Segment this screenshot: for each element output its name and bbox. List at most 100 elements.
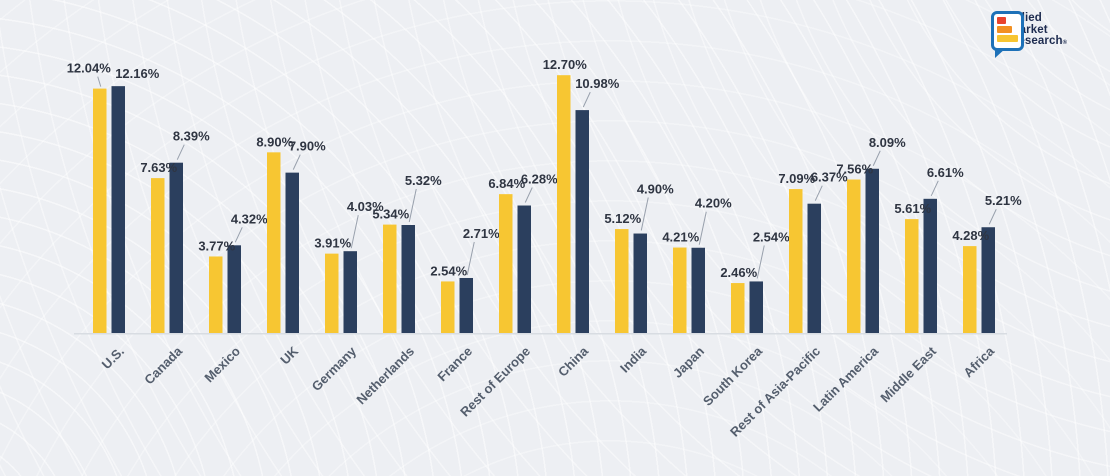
amr-logo: Allied Market Research® (991, 11, 1068, 58)
leader-line-middle-east-2 (930, 180, 939, 197)
value-label-series1-south-korea: 2.46% (720, 265, 757, 280)
bar-series1-u-s- (93, 88, 107, 333)
value-label-series2-south-korea: 2.54% (753, 229, 790, 244)
bar-series1-africa (963, 246, 977, 333)
logo-bar-red (997, 17, 1006, 24)
bar-series2-india (633, 233, 647, 333)
amr-logo-text: Allied Market Research® (1010, 12, 1068, 50)
leader-line-rest-of-europe-2 (524, 187, 533, 203)
category-label-u-s-: U.S. (99, 344, 127, 372)
value-label-series1-china: 12.70% (543, 57, 588, 72)
registered-mark: ® (1062, 40, 1068, 46)
value-label-series1-canada: 7.63% (140, 160, 177, 175)
leader-line-germany-2 (350, 215, 359, 249)
bar-series2-south-korea (749, 281, 763, 333)
category-label-china: China (555, 343, 592, 380)
logo-bar-yellow (997, 35, 1018, 42)
category-label-mexico: Mexico (201, 343, 243, 385)
amr-logo-speech-bubble-icon (991, 11, 1024, 58)
leader-line-france-2 (466, 241, 475, 276)
value-label-series2-india: 4.90% (637, 182, 674, 197)
logo-line-2: Market (1010, 23, 1048, 36)
value-label-series2-china: 10.98% (575, 76, 620, 91)
bar-series1-rest-of-europe (499, 194, 513, 333)
category-label-india: India (617, 343, 650, 376)
bar-series1-latin-america (847, 179, 861, 333)
bar-series2-canada (169, 162, 183, 333)
value-label-series2-france: 2.71% (463, 226, 500, 241)
bar-series1-mexico (209, 256, 223, 333)
category-label-canada: Canada (141, 343, 185, 387)
bar-series1-uk (267, 152, 281, 333)
bar-series2-netherlands (401, 225, 415, 333)
category-label-netherlands: Netherlands (353, 344, 417, 408)
bar-series1-china (557, 75, 571, 333)
bar-series2-china (575, 110, 589, 333)
value-label-series1-india: 5.12% (604, 211, 641, 226)
leader-line-mexico-2 (234, 227, 243, 243)
bar-series2-latin-america (865, 168, 879, 333)
value-label-series2-uk: 7.90% (289, 139, 326, 154)
value-label-series1-france: 2.54% (430, 263, 467, 278)
logo-bubble-tail (995, 48, 1006, 58)
value-label-series2-japan: 4.20% (695, 196, 732, 211)
leader-line-netherlands-2 (408, 188, 417, 223)
bar-series1-rest-of-asia-pacific (789, 189, 803, 333)
bar-series1-netherlands (383, 224, 397, 333)
leader-line-latin-america-2 (872, 150, 881, 166)
leader-line-japan-2 (698, 211, 707, 245)
value-label-series1-africa: 4.28% (952, 228, 989, 243)
value-label-series1-middle-east: 5.61% (894, 201, 931, 216)
value-label-series1-uk: 8.90% (256, 134, 293, 149)
bar-series2-rest-of-asia-pacific (807, 203, 821, 333)
bar-series1-india (615, 229, 629, 333)
bar-series2-rest-of-europe (517, 205, 531, 333)
value-label-series2-africa: 5.21% (985, 193, 1022, 208)
value-label-series1-germany: 3.91% (314, 236, 351, 251)
leader-line-south-korea-2 (756, 245, 765, 279)
bar-series1-japan (673, 247, 687, 333)
leader-line-china-2 (582, 91, 591, 108)
bar-series2-africa (981, 227, 995, 333)
leader-line-u-s--1 (97, 76, 102, 87)
value-label-series1-latin-america: 7.56% (836, 162, 873, 177)
logo-line-3: Research® (1010, 35, 1068, 47)
bar-series2-japan (691, 247, 705, 333)
category-label-france: France (434, 344, 475, 385)
bar-series2-france (459, 277, 473, 333)
value-label-series2-germany: 4.03% (347, 199, 384, 214)
category-label-africa: Africa (960, 343, 997, 380)
bar-series1-south-korea (731, 283, 745, 333)
value-label-series1-mexico: 3.77% (198, 238, 235, 253)
value-label-series2-latin-america: 8.09% (869, 135, 906, 150)
value-label-series2-netherlands: 5.32% (405, 173, 442, 188)
value-label-series2-rest-of-asia-pacific: 6.37% (811, 170, 848, 185)
bar-series2-middle-east (923, 198, 937, 333)
value-label-series1-rest-of-europe: 6.84% (488, 176, 525, 191)
value-label-series1-rest-of-asia-pacific: 7.09% (778, 171, 815, 186)
value-label-series1-netherlands: 5.34% (372, 207, 409, 222)
value-label-series2-u-s-: 12.16% (115, 66, 160, 81)
bar-series1-france (441, 281, 455, 333)
value-label-series1-japan: 4.21% (662, 230, 699, 245)
leader-line-canada-2 (176, 144, 185, 160)
bar-series2-u-s- (111, 86, 125, 333)
leader-line-uk-2 (292, 154, 301, 170)
bar-series2-uk (285, 172, 299, 333)
value-label-series2-rest-of-europe: 6.28% (521, 172, 558, 187)
value-label-series2-canada: 8.39% (173, 129, 210, 144)
leader-line-india-2 (640, 197, 649, 231)
value-label-series2-middle-east: 6.61% (927, 165, 964, 180)
category-label-japan: Japan (670, 343, 707, 380)
value-label-series1-u-s-: 12.04% (67, 61, 112, 76)
logo-line-1: Allied (1010, 12, 1042, 24)
bar-series1-canada (151, 178, 165, 333)
category-label-middle-east: Middle East (877, 343, 939, 405)
bar-series1-middle-east (905, 219, 919, 333)
leader-line-africa-2 (988, 209, 997, 225)
logo-bar-orange (997, 26, 1012, 33)
category-label-germany: Germany (309, 343, 360, 394)
bar-series2-germany (343, 251, 357, 333)
